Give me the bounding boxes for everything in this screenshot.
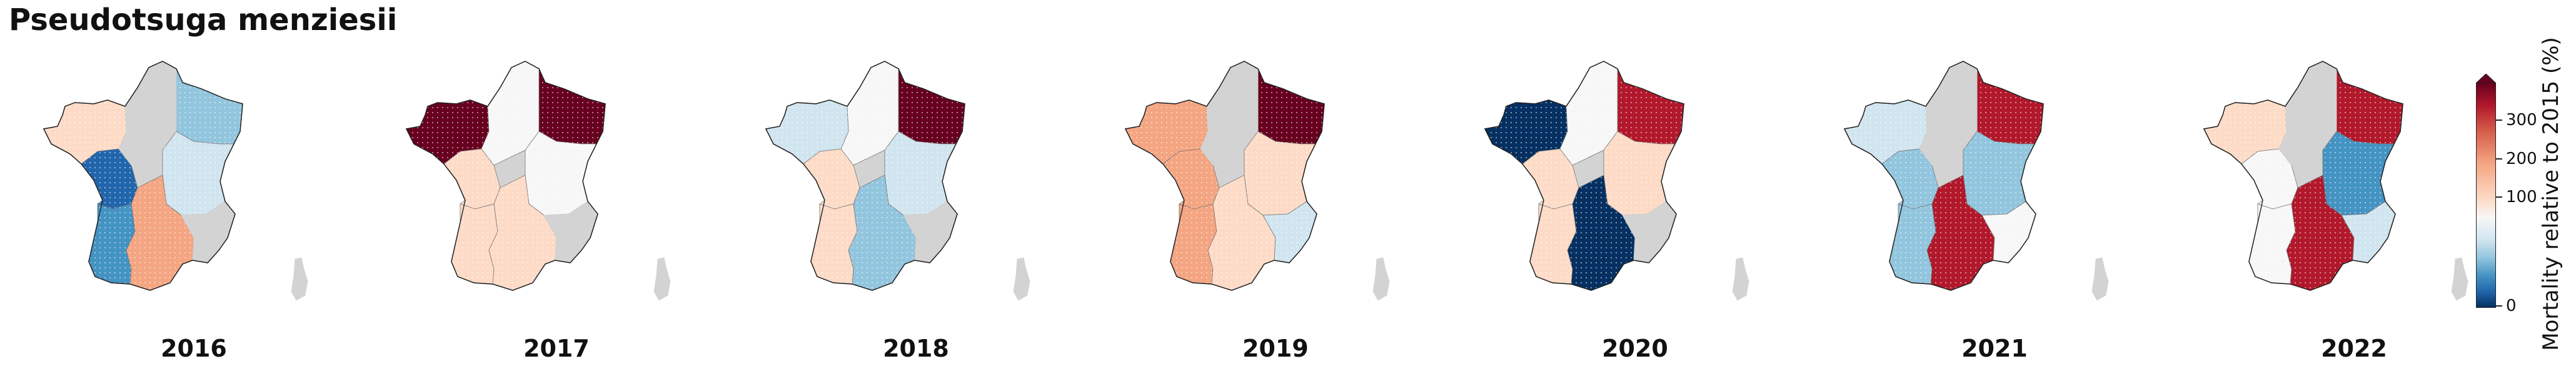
france-map: [405, 61, 671, 301]
region-hatch: [2204, 100, 2287, 164]
colorbar-tick-label: 300: [2506, 111, 2537, 130]
region-hatch: [539, 69, 605, 144]
region-hatch: [2241, 149, 2298, 209]
region-hatch: [1889, 204, 1936, 284]
map-panel-2019: 2019: [1119, 50, 1432, 362]
region-hatch: [1604, 131, 1675, 215]
colorbar-label: Mortality relative to 2015 (%): [2538, 37, 2563, 351]
year-label: 2019: [1242, 335, 1309, 362]
region-hatch: [766, 100, 848, 164]
colorbar: 0 100 200 300: [2476, 74, 2537, 315]
france-border: [43, 61, 243, 291]
region-hatch: [2337, 69, 2403, 144]
region-hatch: [1485, 100, 1567, 164]
colorbar-gradient: [2476, 83, 2496, 308]
region-hatch: [81, 149, 138, 209]
region-hatch: [481, 61, 539, 165]
region-corsica: [1013, 257, 1030, 301]
region-hatch: [2323, 131, 2394, 215]
region-corsica: [1732, 257, 1749, 301]
region-hatch: [1927, 175, 1995, 290]
france-border: [2203, 61, 2403, 291]
france-border: [765, 61, 965, 291]
year-label: 2017: [523, 335, 590, 362]
region-corsica: [291, 257, 308, 301]
region-hatch: [1170, 204, 1217, 284]
region-hatch: [2342, 201, 2395, 263]
map-panel-2022: 2022: [2198, 50, 2510, 362]
region-hatch: [1125, 100, 1208, 164]
figure-title: Pseudotsuga menziesii: [9, 3, 398, 38]
france-border: [1484, 61, 1684, 291]
year-label: 2016: [161, 335, 227, 362]
year-label: 2018: [883, 335, 949, 362]
region-hatch: [126, 175, 194, 290]
region-corsica: [1372, 257, 1390, 301]
region-hatch: [444, 149, 500, 209]
france-map: [1843, 61, 2109, 301]
region-hatch: [1982, 201, 2036, 263]
year-label: 2022: [2321, 335, 2387, 362]
region-hatch: [2249, 204, 2295, 284]
region-hatch: [1163, 149, 1219, 209]
region-hatch: [1560, 61, 1618, 165]
region-hatch: [1522, 149, 1579, 209]
france-map: [1484, 61, 1749, 301]
region-hatch: [841, 61, 898, 165]
colorbar-tick: [2496, 305, 2502, 307]
region-hatch: [885, 131, 956, 215]
region-hatch: [1263, 201, 1317, 263]
france-map: [765, 61, 1030, 301]
region-hatch: [1258, 69, 1324, 144]
france-border: [1124, 61, 1325, 291]
region-hatch: [898, 69, 965, 144]
year-label: 2021: [1961, 335, 2028, 362]
region-hatch: [451, 204, 498, 284]
france-map: [43, 61, 308, 301]
map-panel-2018: 2018: [760, 50, 1072, 362]
map-panel-2016: 2016: [38, 50, 350, 362]
colorbar-tick: [2496, 196, 2502, 198]
region-corsica: [653, 257, 671, 301]
region-hatch: [1882, 149, 1938, 209]
year-label: 2020: [1602, 335, 1668, 362]
region-hatch: [89, 204, 135, 284]
colorbar-tick: [2496, 158, 2502, 160]
region-hatch: [1244, 131, 1316, 215]
france-border: [1843, 61, 2044, 291]
region-hatch: [1208, 175, 1275, 290]
region-hatch: [1844, 100, 1927, 164]
region-hatch: [44, 100, 126, 164]
region-hatch: [406, 100, 489, 164]
region-corsica: [2451, 257, 2468, 301]
region-hatch: [1618, 69, 1684, 144]
france-map: [2203, 61, 2468, 301]
region-hatch: [525, 131, 596, 215]
map-panel-2021: 2021: [1838, 50, 2151, 362]
region-hatch: [1977, 69, 2043, 144]
colorbar-tick-label: 0: [2506, 297, 2517, 315]
region-hatch: [1963, 131, 2035, 215]
colorbar-tick-label: 200: [2506, 150, 2537, 168]
colorbar-tick: [2496, 119, 2502, 121]
region-hatch: [176, 69, 243, 144]
region-hatch: [1567, 175, 1635, 290]
map-panel-2017: 2017: [400, 50, 713, 362]
region-hatch: [163, 131, 234, 215]
france-border: [405, 61, 606, 291]
region-corsica: [2091, 257, 2109, 301]
map-panel-2020: 2020: [1479, 50, 1791, 362]
region-hatch: [811, 204, 857, 284]
colorbar-tick-label: 100: [2506, 188, 2537, 206]
region-hatch: [848, 175, 916, 290]
region-hatch: [489, 175, 556, 290]
region-hatch: [2287, 175, 2354, 290]
region-hatch: [1530, 204, 1576, 284]
france-map: [1124, 61, 1390, 301]
region-hatch: [803, 149, 860, 209]
